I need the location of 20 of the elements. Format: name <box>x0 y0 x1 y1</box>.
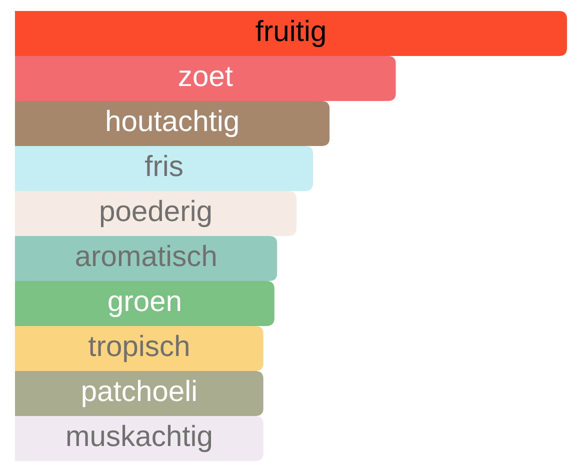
y-tick-label: fris <box>145 154 182 176</box>
y-tick-label: fruitig <box>256 20 325 48</box>
bar <box>15 281 274 326</box>
y-tick-label: zoet <box>179 67 233 86</box>
bar <box>15 11 567 56</box>
bar <box>15 56 396 101</box>
y-tick-label: patchoeli <box>82 380 196 408</box>
bar <box>15 146 314 191</box>
y-tick-label: groen <box>108 295 180 318</box>
bar <box>15 326 264 371</box>
bar <box>15 191 297 236</box>
bar <box>15 101 330 146</box>
bar <box>15 416 264 461</box>
y-tick-label: muskachtig <box>67 424 212 452</box>
bar <box>15 236 278 281</box>
y-tick-label: aromatisch <box>76 244 216 266</box>
y-tick-label: poederig <box>100 200 211 228</box>
bar <box>15 371 264 416</box>
y-tick-label: houtachtig <box>107 110 238 138</box>
y-tick-label: tropisch <box>88 334 188 362</box>
